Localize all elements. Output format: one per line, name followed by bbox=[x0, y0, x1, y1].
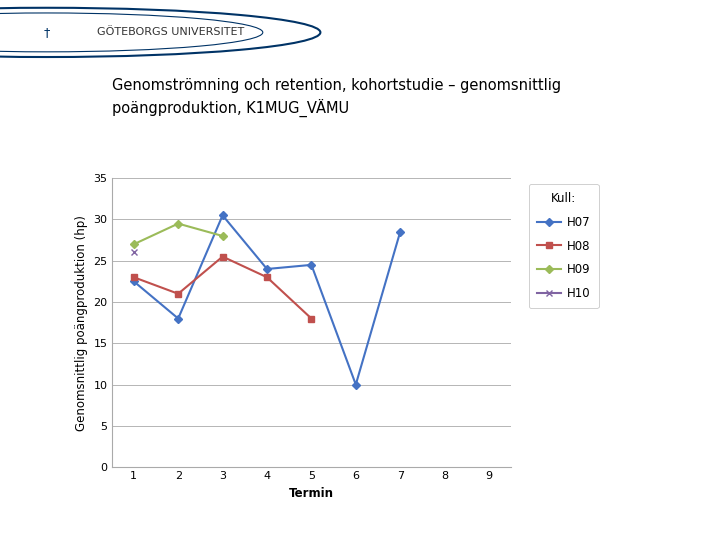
H07 bbox=[396, 228, 405, 235]
H07 bbox=[130, 278, 138, 285]
Y-axis label: Genomsnittlig poängproduktion (hp): Genomsnittlig poängproduktion (hp) bbox=[75, 215, 88, 430]
Text: Katarina Borne: Katarina Borne bbox=[326, 519, 394, 529]
Text: www.gu.se: www.gu.se bbox=[655, 519, 704, 529]
H07 bbox=[263, 266, 271, 272]
H07 bbox=[174, 315, 183, 322]
H08 bbox=[130, 274, 138, 280]
Text: GÖTEBORGS UNIVERSITET: GÖTEBORGS UNIVERSITET bbox=[97, 28, 245, 37]
H07 bbox=[351, 381, 360, 388]
H07 bbox=[307, 261, 315, 268]
Legend: H07, H08, H09, H10: H07, H08, H09, H10 bbox=[529, 184, 599, 308]
Text: †: † bbox=[44, 26, 50, 39]
H09 bbox=[130, 241, 138, 247]
H09 bbox=[218, 233, 227, 239]
Line: H08: H08 bbox=[130, 253, 315, 322]
Line: H07: H07 bbox=[130, 212, 403, 388]
X-axis label: Termin: Termin bbox=[289, 487, 334, 500]
H08 bbox=[263, 274, 271, 280]
H08 bbox=[218, 253, 227, 260]
Text: Avdelningen för analys och utvärdering: Avdelningen för analys och utvärdering bbox=[14, 519, 194, 529]
Text: Genomströmning och retention, kohortstudie – genomsnittlig
poängproduktion, K1MU: Genomströmning och retention, kohortstud… bbox=[112, 78, 561, 117]
H08 bbox=[307, 315, 315, 322]
Line: H09: H09 bbox=[130, 220, 226, 247]
Text: 2021-12-13: 2021-12-13 bbox=[547, 519, 599, 529]
H08 bbox=[174, 291, 183, 297]
H07 bbox=[218, 212, 227, 219]
H09 bbox=[174, 220, 183, 227]
